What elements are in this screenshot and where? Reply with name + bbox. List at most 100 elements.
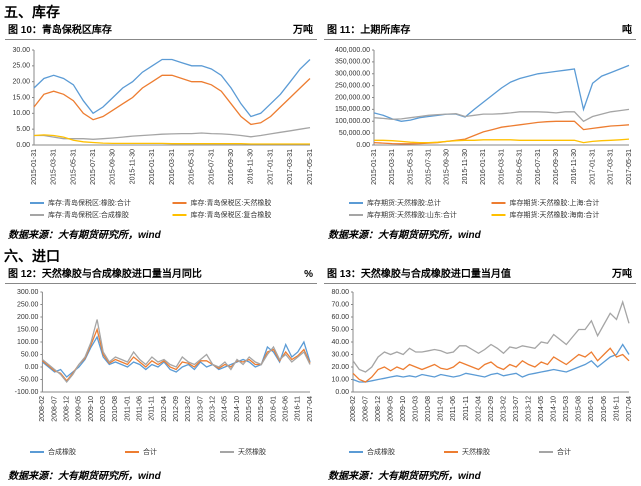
chart: 0.00 50,000.00 100,000.00 150,000.00 200,000… — [335, 47, 633, 219]
y-tick-label: 40.00 — [331, 339, 349, 346]
y-tick-label: 50.00 — [21, 351, 39, 358]
source: 数据来源：大有期货研究所，wind — [8, 230, 161, 241]
y-tick-label: 100,000.00 — [335, 118, 370, 125]
x-tick-label: 2015-03 — [563, 396, 570, 422]
x-tick-label: 2016-11-30 — [248, 149, 255, 184]
unit: 万吨 — [293, 25, 313, 36]
y-tick-label: 0.00 — [16, 142, 30, 149]
series-line — [41, 327, 311, 382]
x-tick-label: 2016-05-31 — [189, 149, 196, 185]
y-tick-label: 60.00 — [331, 314, 349, 321]
x-tick-label: 2008-07 — [51, 396, 58, 422]
chart: 0.00 5.00 10.00 15.00 20.00 25.00 30.00 2015-01… — [12, 47, 313, 219]
x-tick-label: 2011-11 — [463, 396, 470, 421]
y-tick-label: 300.00 — [17, 289, 39, 296]
y-tick-label: 25.00 — [12, 63, 30, 70]
y-tick-label: 250,000.00 — [335, 82, 370, 89]
chart-panel: 图 11：上期所库存 吨 0.00 50,000.00 100,000.00 150,0… — [324, 22, 636, 224]
x-tick-label: 2017-05-31 — [626, 149, 633, 185]
x-tick-label: 2016-11 — [613, 396, 620, 421]
y-tick-label: 30.00 — [331, 351, 349, 358]
legend-label: 库存期货:天然橡胶:总计 — [367, 198, 441, 207]
x-tick-label: 2015-08 — [258, 396, 265, 422]
section-heading: 五、库存 — [4, 4, 60, 20]
x-tick-label: 2009-05 — [76, 396, 83, 422]
section-heading: 六、进口 — [4, 248, 60, 264]
chart-header: 图 11：上期所库存 吨 — [324, 22, 636, 40]
unit: % — [304, 269, 313, 280]
series-line — [33, 74, 311, 126]
y-tick-label: 50,000.00 — [339, 130, 370, 137]
x-tick-label: 2017-03-31 — [287, 149, 294, 185]
y-tick-label: 30.00 — [12, 47, 30, 54]
unit: 吨 — [622, 25, 632, 36]
x-tick-label: 2015-03-31 — [51, 149, 58, 185]
chart-title: 图 10：青岛保税区库存 — [8, 25, 112, 36]
x-tick-label: 2015-05-31 — [407, 149, 414, 185]
series-line — [374, 138, 630, 144]
y-tick-label: -50.00 — [19, 376, 39, 383]
x-tick-label: 2017-04 — [307, 396, 314, 422]
legend-label: 天然橡胶 — [462, 447, 490, 456]
x-tick-label: 2009-10 — [400, 396, 407, 422]
x-tick-label: 2013-12 — [210, 396, 217, 422]
y-tick-label: 0.00 — [356, 142, 370, 149]
y-tick-label: 15.00 — [12, 94, 30, 101]
chart-title: 图 11：上期所库存 — [327, 25, 411, 36]
y-tick-label: 50.00 — [331, 326, 349, 333]
chart-header: 图 10：青岛保税区库存 万吨 — [5, 22, 317, 40]
x-tick-label: 2017-01-31 — [267, 149, 274, 185]
y-tick-label: 250.00 — [17, 301, 39, 308]
x-tick-label: 2016-01-31 — [480, 149, 487, 185]
x-tick-label: 2014-10 — [234, 396, 241, 422]
x-tick-label: 2015-11-30 — [129, 149, 136, 184]
x-tick-label: 2011-01 — [438, 396, 445, 421]
x-tick-label: 2008-02 — [39, 396, 46, 422]
y-tick-label: 400,000.00 — [335, 47, 370, 54]
x-tick-label: 2009-10 — [88, 396, 95, 422]
x-tick-label: 2008-07 — [362, 396, 369, 422]
unit: 万吨 — [612, 269, 632, 280]
x-tick-label: 2015-09-30 — [110, 149, 117, 185]
legend-label: 库存期货:天然橡胶:山东:合计 — [367, 210, 457, 219]
legend-label: 库存:青岛保税区:合成橡胶 — [48, 210, 129, 219]
x-tick-label: 2013-02 — [500, 396, 507, 422]
x-tick-label: 2012-09 — [488, 396, 495, 422]
x-tick-label: 2011-06 — [450, 396, 457, 421]
x-tick-label: 2016-03-31 — [498, 149, 505, 185]
x-tick-label: 2015-11-30 — [462, 149, 469, 184]
y-tick-label: 20.00 — [12, 79, 30, 86]
x-tick-label: 2015-01-31 — [31, 149, 38, 185]
x-tick-label: 2015-07-31 — [90, 149, 97, 185]
series-line — [41, 335, 311, 378]
y-tick-label: 0.00 — [25, 364, 39, 371]
x-tick-label: 2008-02 — [350, 396, 357, 422]
chart: -100.00 -50.00 0.00 50.00 100.00 150.00 200.00… — [15, 289, 314, 456]
y-tick-label: 80.00 — [331, 289, 349, 296]
x-tick-label: 2013-07 — [513, 396, 520, 422]
x-tick-label: 2017-04 — [626, 396, 633, 422]
chart-panel: 图 12：天然橡胶与合成橡胶进口量当月同比% -100.00 -50.00 0.00… — [5, 266, 317, 462]
source: 数据来源：大有期货研究所，wind — [328, 471, 481, 482]
x-tick-label: 2012-09 — [173, 396, 180, 422]
chart-header: 图 13：天然橡胶与合成橡胶进口量当月值 万吨 — [324, 266, 636, 284]
y-tick-label: 350,000.00 — [335, 59, 370, 66]
legend-label: 合成橡胶 — [48, 447, 76, 456]
x-tick-label: 2016-09-30 — [228, 149, 235, 185]
x-tick-label: 2016-01 — [588, 396, 595, 422]
y-tick-label: 0.00 — [335, 389, 349, 396]
x-tick-label: 2014-10 — [551, 396, 558, 422]
x-tick-label: 2017-03-31 — [608, 149, 615, 185]
y-tick-label: -100.00 — [15, 389, 39, 396]
chart-panel: 图 10：青岛保税区库存 万吨 0.00 5.00 10.00 15.00 20.00 25… — [5, 22, 317, 224]
chart: 0.00 10.00 20.00 30.00 40.00 50.00 60.00 70.00 8… — [331, 289, 633, 456]
legend-label: 库存:青岛保税区:复合橡胶 — [191, 210, 272, 219]
series-line — [373, 64, 630, 122]
series-line — [352, 299, 630, 373]
x-tick-label: 2016-11 — [295, 396, 302, 421]
x-tick-label: 2011-01 — [124, 396, 131, 421]
x-tick-label: 2017-01-31 — [589, 149, 596, 185]
y-tick-label: 200,000.00 — [335, 94, 370, 101]
x-tick-label: 2015-03-31 — [389, 149, 396, 185]
y-tick-label: 200.00 — [17, 314, 39, 321]
